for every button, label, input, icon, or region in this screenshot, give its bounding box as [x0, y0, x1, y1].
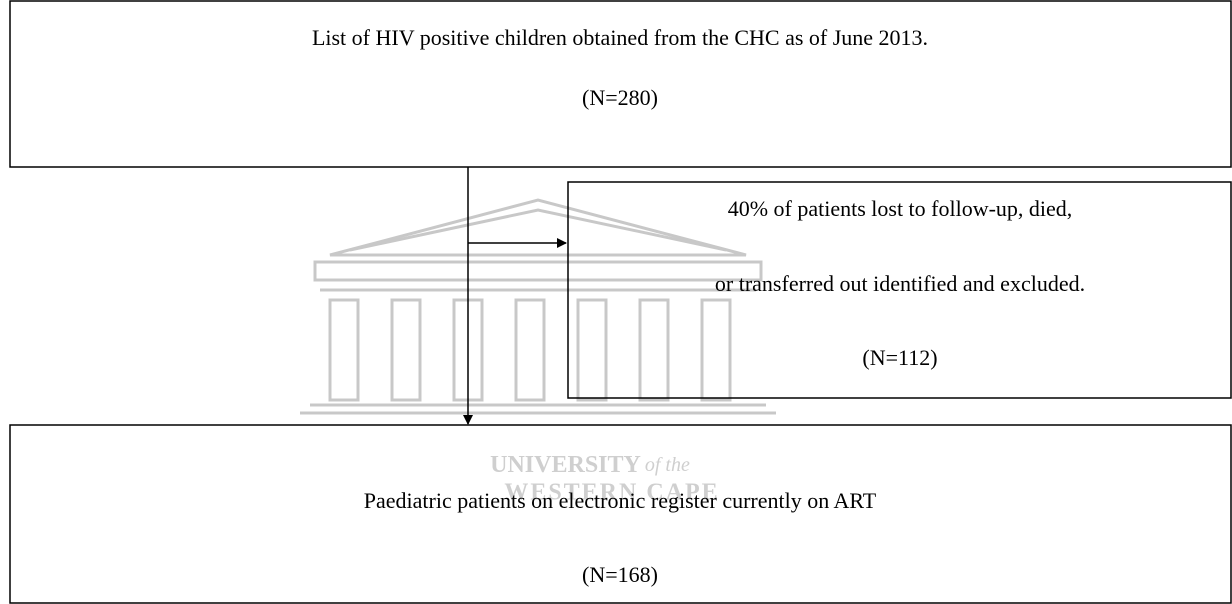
box [9, 0, 1232, 168]
box [567, 181, 1232, 399]
box-text: (N=280) [582, 85, 658, 110]
box-text: List of HIV positive children obtained f… [312, 25, 928, 50]
watermark-logo [300, 198, 776, 415]
watermark-name: UNIVERSITY [490, 452, 641, 478]
box-text: Paediatric patients on electronic regist… [364, 488, 877, 513]
box-text: 40% of patients lost to follow-up, died, [728, 196, 1073, 221]
box-text: or transferred out identified and exclud… [715, 271, 1085, 296]
watermark-place: WESTERN CAPE [504, 480, 719, 506]
watermark-suffix: of the [645, 454, 690, 476]
box-text: (N=168) [582, 562, 658, 587]
box [9, 424, 1232, 604]
box-text: (N=112) [862, 345, 937, 370]
watermark-text: UNIVERSITY of the [490, 452, 690, 478]
